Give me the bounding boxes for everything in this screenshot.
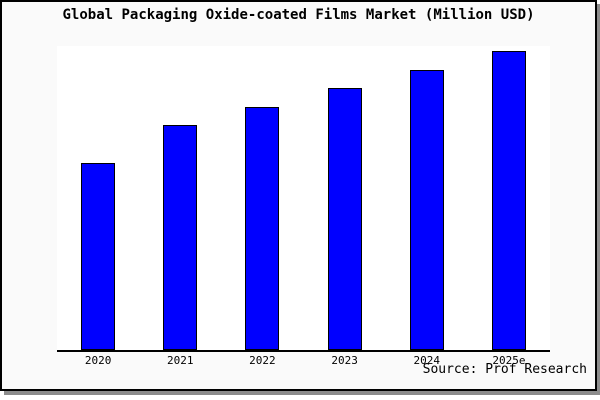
x-tick-label: 2023 (331, 354, 358, 367)
bar-2025e (491, 50, 526, 350)
x-tick-label: 2022 (249, 354, 276, 367)
x-tick-label: 2020 (84, 354, 112, 367)
x-tick-label: 2021 (167, 354, 194, 367)
bars (57, 46, 550, 350)
bar-2024 (409, 69, 444, 350)
chart-figure: Global Packaging Oxide-coated Films Mark… (0, 0, 597, 391)
bar-slot (304, 46, 386, 350)
bar-2022 (245, 106, 280, 350)
bar-2020 (81, 162, 116, 350)
x-tick-labels: 2020 2021 2022 2023 2024 2025e (57, 354, 550, 368)
plot-area (57, 46, 550, 352)
bar-slot (386, 46, 468, 350)
bar-2021 (163, 124, 198, 350)
bar-slot (468, 46, 550, 350)
bar-2023 (327, 87, 362, 350)
bar-slot (221, 46, 303, 350)
source-label: Source: Prof Research (422, 362, 587, 377)
bar-slot (57, 46, 139, 350)
bar-slot (139, 46, 221, 350)
x-tick-label: 2024 (413, 354, 441, 367)
x-tick-label: 2025e (492, 354, 526, 367)
chart-title: Global Packaging Oxide-coated Films Mark… (62, 7, 535, 23)
